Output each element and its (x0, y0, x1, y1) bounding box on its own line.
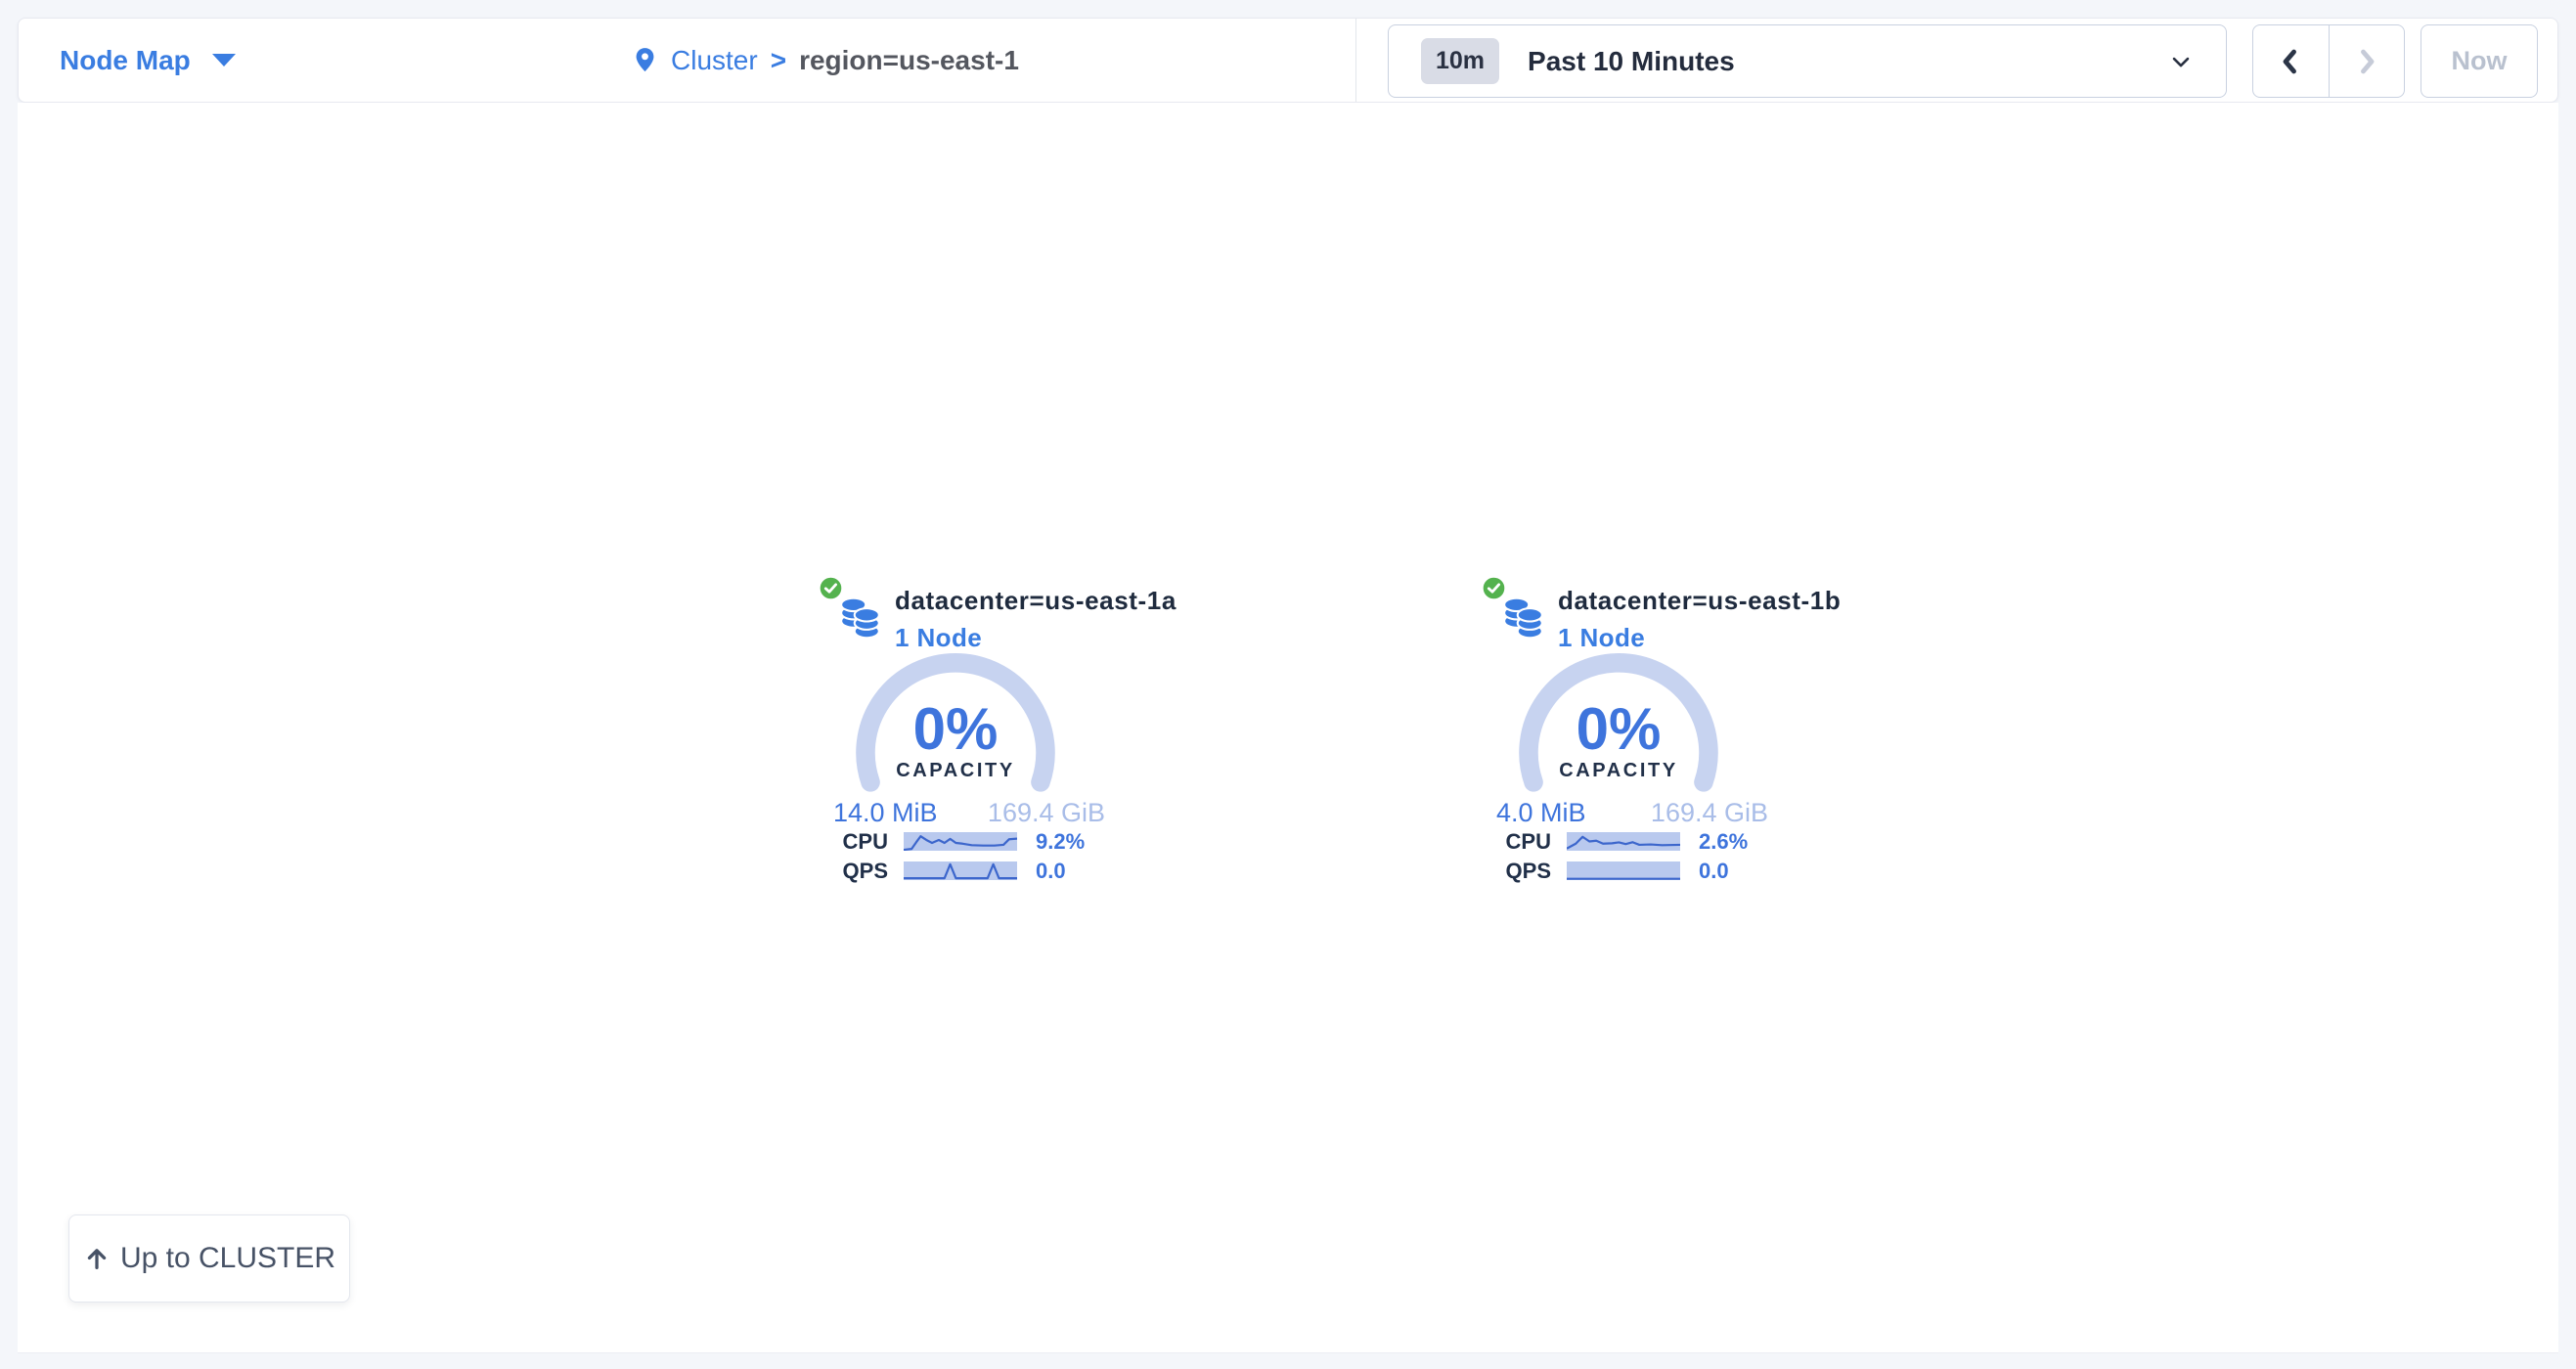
breadcrumb-cluster-link[interactable]: Cluster (671, 44, 758, 75)
up-to-cluster-label: Up to CLUSTER (119, 1242, 336, 1274)
capacity-used: 4.0 MiB (1496, 798, 1586, 827)
view-selector-dropdown[interactable]: Node Map (60, 19, 236, 102)
now-button[interactable]: Now (2421, 24, 2538, 98)
qps-sparkline-chart (1567, 861, 1680, 880)
cpu-sparkline-chart (904, 832, 1017, 851)
capacity-gauge-arc (1519, 653, 1718, 792)
capacity-percent: 0% (912, 696, 999, 762)
metrics: CPU 9.2% QPS 0.0 (839, 829, 1123, 891)
cpu-label: CPU (842, 828, 888, 854)
time-window-label: Past 10 Minutes (1528, 45, 1735, 76)
header-bar: Node Map Cluster > region=us-east-1 10m … (18, 18, 2558, 103)
datacenter-card-us-east-1a[interactable]: datacenter=us-east-1a 1 Node 0% CAPACITY… (812, 572, 1176, 909)
database-stack-icon (840, 596, 880, 640)
datacenter-node-count: 1 Node (895, 623, 983, 652)
capacity-used: 14.0 MiB (833, 798, 938, 827)
capacity-percent: 0% (1576, 696, 1662, 762)
check-circle-icon (818, 575, 844, 601)
time-nav-group (2252, 24, 2405, 98)
check-circle-icon (1481, 575, 1507, 601)
arrow-up-icon (87, 1249, 107, 1269)
cpu-metric-row: CPU 9.2% (839, 829, 1123, 854)
time-window-badge: 10m (1421, 38, 1500, 84)
qps-sparkline-chart (904, 861, 1017, 880)
caret-down-icon (211, 54, 236, 66)
capacity-gauge-arc (856, 653, 1055, 792)
datacenter-card-us-east-1b[interactable]: datacenter=us-east-1b 1 Node 0% CAPACITY… (1475, 572, 1841, 909)
cpu-metric-row: CPU 2.6% (1502, 829, 1786, 854)
capacity-label: CAPACITY (1559, 760, 1678, 781)
cpu-value: 2.6% (1699, 828, 1749, 854)
datacenter-title: datacenter=us-east-1a (895, 586, 1177, 615)
metrics: CPU 2.6% QPS 0.0 (1502, 829, 1786, 891)
chevron-left-icon (2283, 49, 2297, 73)
cpu-label: CPU (1505, 828, 1551, 854)
qps-metric-row: QPS 0.0 (839, 859, 1123, 883)
capacity-range: 4.0 MiB 169.4 GiB (1496, 798, 1768, 828)
header-divider (1355, 19, 1356, 102)
chevron-right-icon (2360, 49, 2375, 73)
qps-label: QPS (842, 858, 888, 883)
capacity-available: 169.4 GiB (987, 798, 1105, 827)
time-forward-button[interactable] (2328, 25, 2405, 97)
node-map-canvas: datacenter=us-east-1a 1 Node 0% CAPACITY… (18, 103, 2558, 1353)
datacenter-node-count: 1 Node (1558, 623, 1646, 652)
qps-label: QPS (1505, 858, 1551, 883)
capacity-range: 14.0 MiB 169.4 GiB (833, 798, 1105, 828)
breadcrumb-separator: > (770, 44, 787, 75)
time-back-button[interactable] (2253, 25, 2329, 97)
datacenter-header: datacenter=us-east-1a 1 Node (895, 586, 1177, 653)
location-pin-icon (636, 48, 654, 72)
datacenter-header: datacenter=us-east-1b 1 Node (1558, 586, 1841, 653)
view-selector-label: Node Map (60, 44, 191, 75)
database-stack-icon (1503, 596, 1543, 640)
chevron-down-icon (2172, 57, 2190, 66)
up-to-cluster-button[interactable]: Up to CLUSTER (68, 1214, 350, 1303)
qps-value: 0.0 (1036, 858, 1066, 883)
qps-metric-row: QPS 0.0 (1502, 859, 1786, 883)
capacity-available: 169.4 GiB (1650, 798, 1768, 827)
cpu-sparkline-chart (1567, 832, 1680, 851)
qps-value: 0.0 (1699, 858, 1729, 883)
breadcrumb-current: region=us-east-1 (799, 44, 1019, 75)
datacenter-title: datacenter=us-east-1b (1558, 586, 1842, 615)
time-window-dropdown[interactable]: 10m Past 10 Minutes (1388, 24, 2227, 98)
breadcrumb: Cluster > region=us-east-1 (632, 19, 1019, 102)
cpu-value: 9.2% (1036, 828, 1086, 854)
capacity-label: CAPACITY (896, 760, 1015, 781)
